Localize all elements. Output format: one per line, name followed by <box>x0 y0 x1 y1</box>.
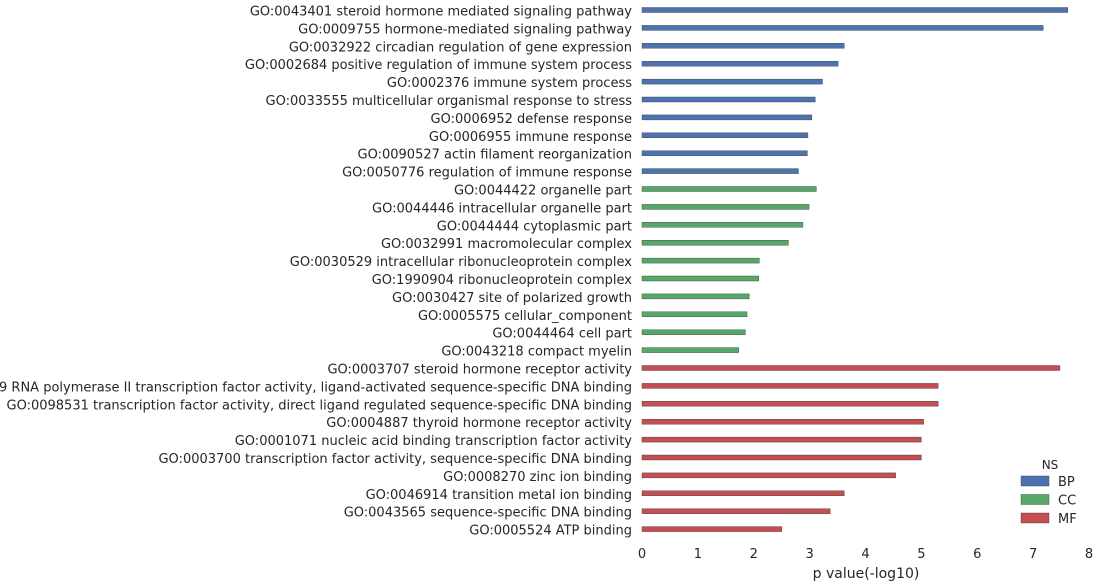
bar-cc-12 <box>641 222 804 228</box>
bar-cc-10 <box>641 186 817 192</box>
category-label: GO:0098531 transcription factor activity… <box>7 398 632 413</box>
bar-bp-0 <box>641 7 1068 13</box>
category-label: GO:0009755 hormone-mediated signaling pa… <box>298 22 632 37</box>
x-tick-label: 1 <box>694 547 702 562</box>
legend-swatch-bp <box>1020 475 1050 487</box>
category-label: GO:0043401 steroid hormone mediated sign… <box>250 5 632 20</box>
bar-cc-13 <box>641 239 789 246</box>
legend-swatch-cc <box>1020 494 1050 505</box>
category-label: GO:0005524 ATP binding <box>469 524 632 539</box>
bar-bp-8 <box>641 150 808 156</box>
category-label: GO:0002684 positive regulation of immune… <box>245 58 632 73</box>
category-label: GO:0046914 transition metal ion binding <box>366 488 632 503</box>
category-label: GO:0003700 transcription factor activity… <box>158 452 632 467</box>
bar-mf-29 <box>641 526 782 532</box>
x-tick-label: 3 <box>805 547 813 562</box>
category-label: GO:0044422 organelle part <box>454 184 632 199</box>
legend: NS BP CC MF <box>1020 458 1077 527</box>
bar-mf-21 <box>641 383 939 389</box>
legend-label-mf: MF <box>1058 512 1077 527</box>
bar-mf-24 <box>641 436 922 443</box>
category-label: GO:0044444 cytoplasmic part <box>437 219 632 234</box>
category-label: GO:0032991 macromolecular complex <box>381 237 632 252</box>
category-label: GO:0044464 cell part <box>492 327 632 342</box>
bar-mf-26 <box>641 472 896 479</box>
bar-bp-9 <box>641 168 799 174</box>
category-label: GO:0090527 actin filament reorganization <box>358 148 632 163</box>
category-label: GO:0004887 thyroid hormone receptor acti… <box>326 416 632 431</box>
category-label: GO:1990904 ribonucleoprotein complex <box>372 273 633 288</box>
x-tick-label: 4 <box>861 547 869 562</box>
x-tick-label: 8 <box>1085 547 1093 562</box>
legend-label-bp: BP <box>1058 475 1075 490</box>
category-label: GO:0050776 regulation of immune response <box>342 166 632 181</box>
x-axis-title: p value(-log10) <box>813 566 920 582</box>
category-label: GO:0003707 steroid hormone receptor acti… <box>327 363 632 378</box>
bar-bp-6 <box>641 114 813 121</box>
bar-bp-3 <box>641 61 839 67</box>
category-label: GO:0006952 defense response <box>431 112 633 127</box>
bar-mf-22 <box>641 401 939 407</box>
category-labels-group: GO:0043401 steroid hormone mediated sign… <box>0 5 632 539</box>
bar-cc-18 <box>641 329 746 335</box>
bar-bp-5 <box>641 96 816 103</box>
category-label: GO:0044446 intracellular organelle part <box>372 201 632 216</box>
category-label: GO:0043565 sequence-specific DNA binding <box>344 506 632 521</box>
bar-cc-14 <box>641 257 760 264</box>
category-label: GO:0032922 circadian regulation of gene … <box>289 40 632 55</box>
x-tick-label: 7 <box>1029 547 1037 562</box>
category-label: GO:0008270 zinc ion binding <box>443 470 632 485</box>
bar-bp-1 <box>641 25 1044 31</box>
bar-mf-28 <box>641 508 831 514</box>
bar-mf-27 <box>641 490 845 496</box>
legend-label-cc: CC <box>1058 494 1076 509</box>
x-axis-ticks-group: 0 1 2 3 4 5 6 7 8 <box>638 547 1093 562</box>
legend-swatch-mf <box>1020 512 1050 524</box>
category-label: GO:0033555 multicellular organismal resp… <box>266 94 633 109</box>
x-tick-label: 2 <box>750 547 758 562</box>
category-label: GO:0005575 cellular_component <box>418 309 632 324</box>
bar-mf-25 <box>641 454 922 461</box>
bar-cc-11 <box>641 204 810 210</box>
bar-bp-7 <box>641 132 809 139</box>
category-label: GO:0030529 intracellular ribonucleoprote… <box>290 255 633 270</box>
category-label: GO:0001071 nucleic acid binding transcri… <box>235 434 633 449</box>
x-tick-label: 5 <box>917 547 925 562</box>
category-label: GO:0004879 RNA polymerase II transcripti… <box>0 380 632 395</box>
legend-title: NS <box>1042 458 1059 472</box>
x-tick-label: 0 <box>638 547 646 562</box>
bar-mf-23 <box>641 419 924 425</box>
category-label: GO:0030427 site of polarized growth <box>392 291 632 306</box>
bar-mf-20 <box>641 365 1061 371</box>
bar-cc-19 <box>641 347 739 353</box>
bars-group <box>641 7 1068 532</box>
category-label: GO:0002376 immune system process <box>387 76 632 91</box>
category-label: GO:0043218 compact myelin <box>441 345 632 360</box>
bar-bp-4 <box>641 78 823 85</box>
bar-bp-2 <box>641 43 845 49</box>
bar-cc-15 <box>641 275 759 282</box>
category-label: GO:0006955 immune response <box>429 130 632 145</box>
legend-items-group: BP CC MF <box>1020 475 1077 527</box>
x-tick-label: 6 <box>973 547 981 562</box>
bar-cc-17 <box>641 311 748 317</box>
bar-cc-16 <box>641 293 750 300</box>
